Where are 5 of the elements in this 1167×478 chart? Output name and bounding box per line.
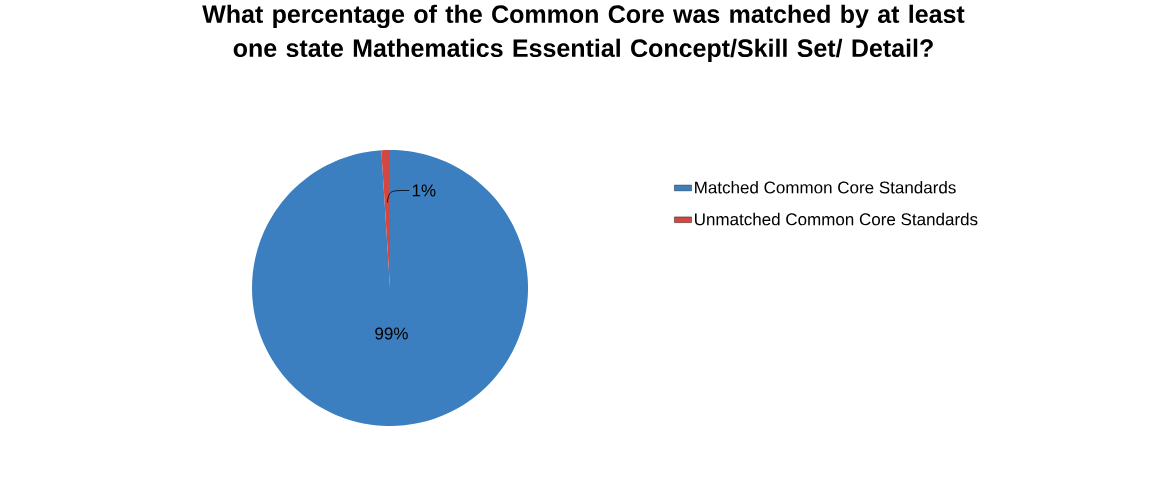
legend-label: Matched Common Core Standards (695, 181, 956, 194)
data-label: 99% (375, 327, 408, 340)
data-label: 1% (412, 184, 436, 197)
legend-label: Unmatched Common Core Standards (695, 212, 978, 226)
chart-title: What percentage of the Common Core was matched by at least one state Mathematics Essential Concept/Skill Set/ Detail? (202, 4, 965, 62)
